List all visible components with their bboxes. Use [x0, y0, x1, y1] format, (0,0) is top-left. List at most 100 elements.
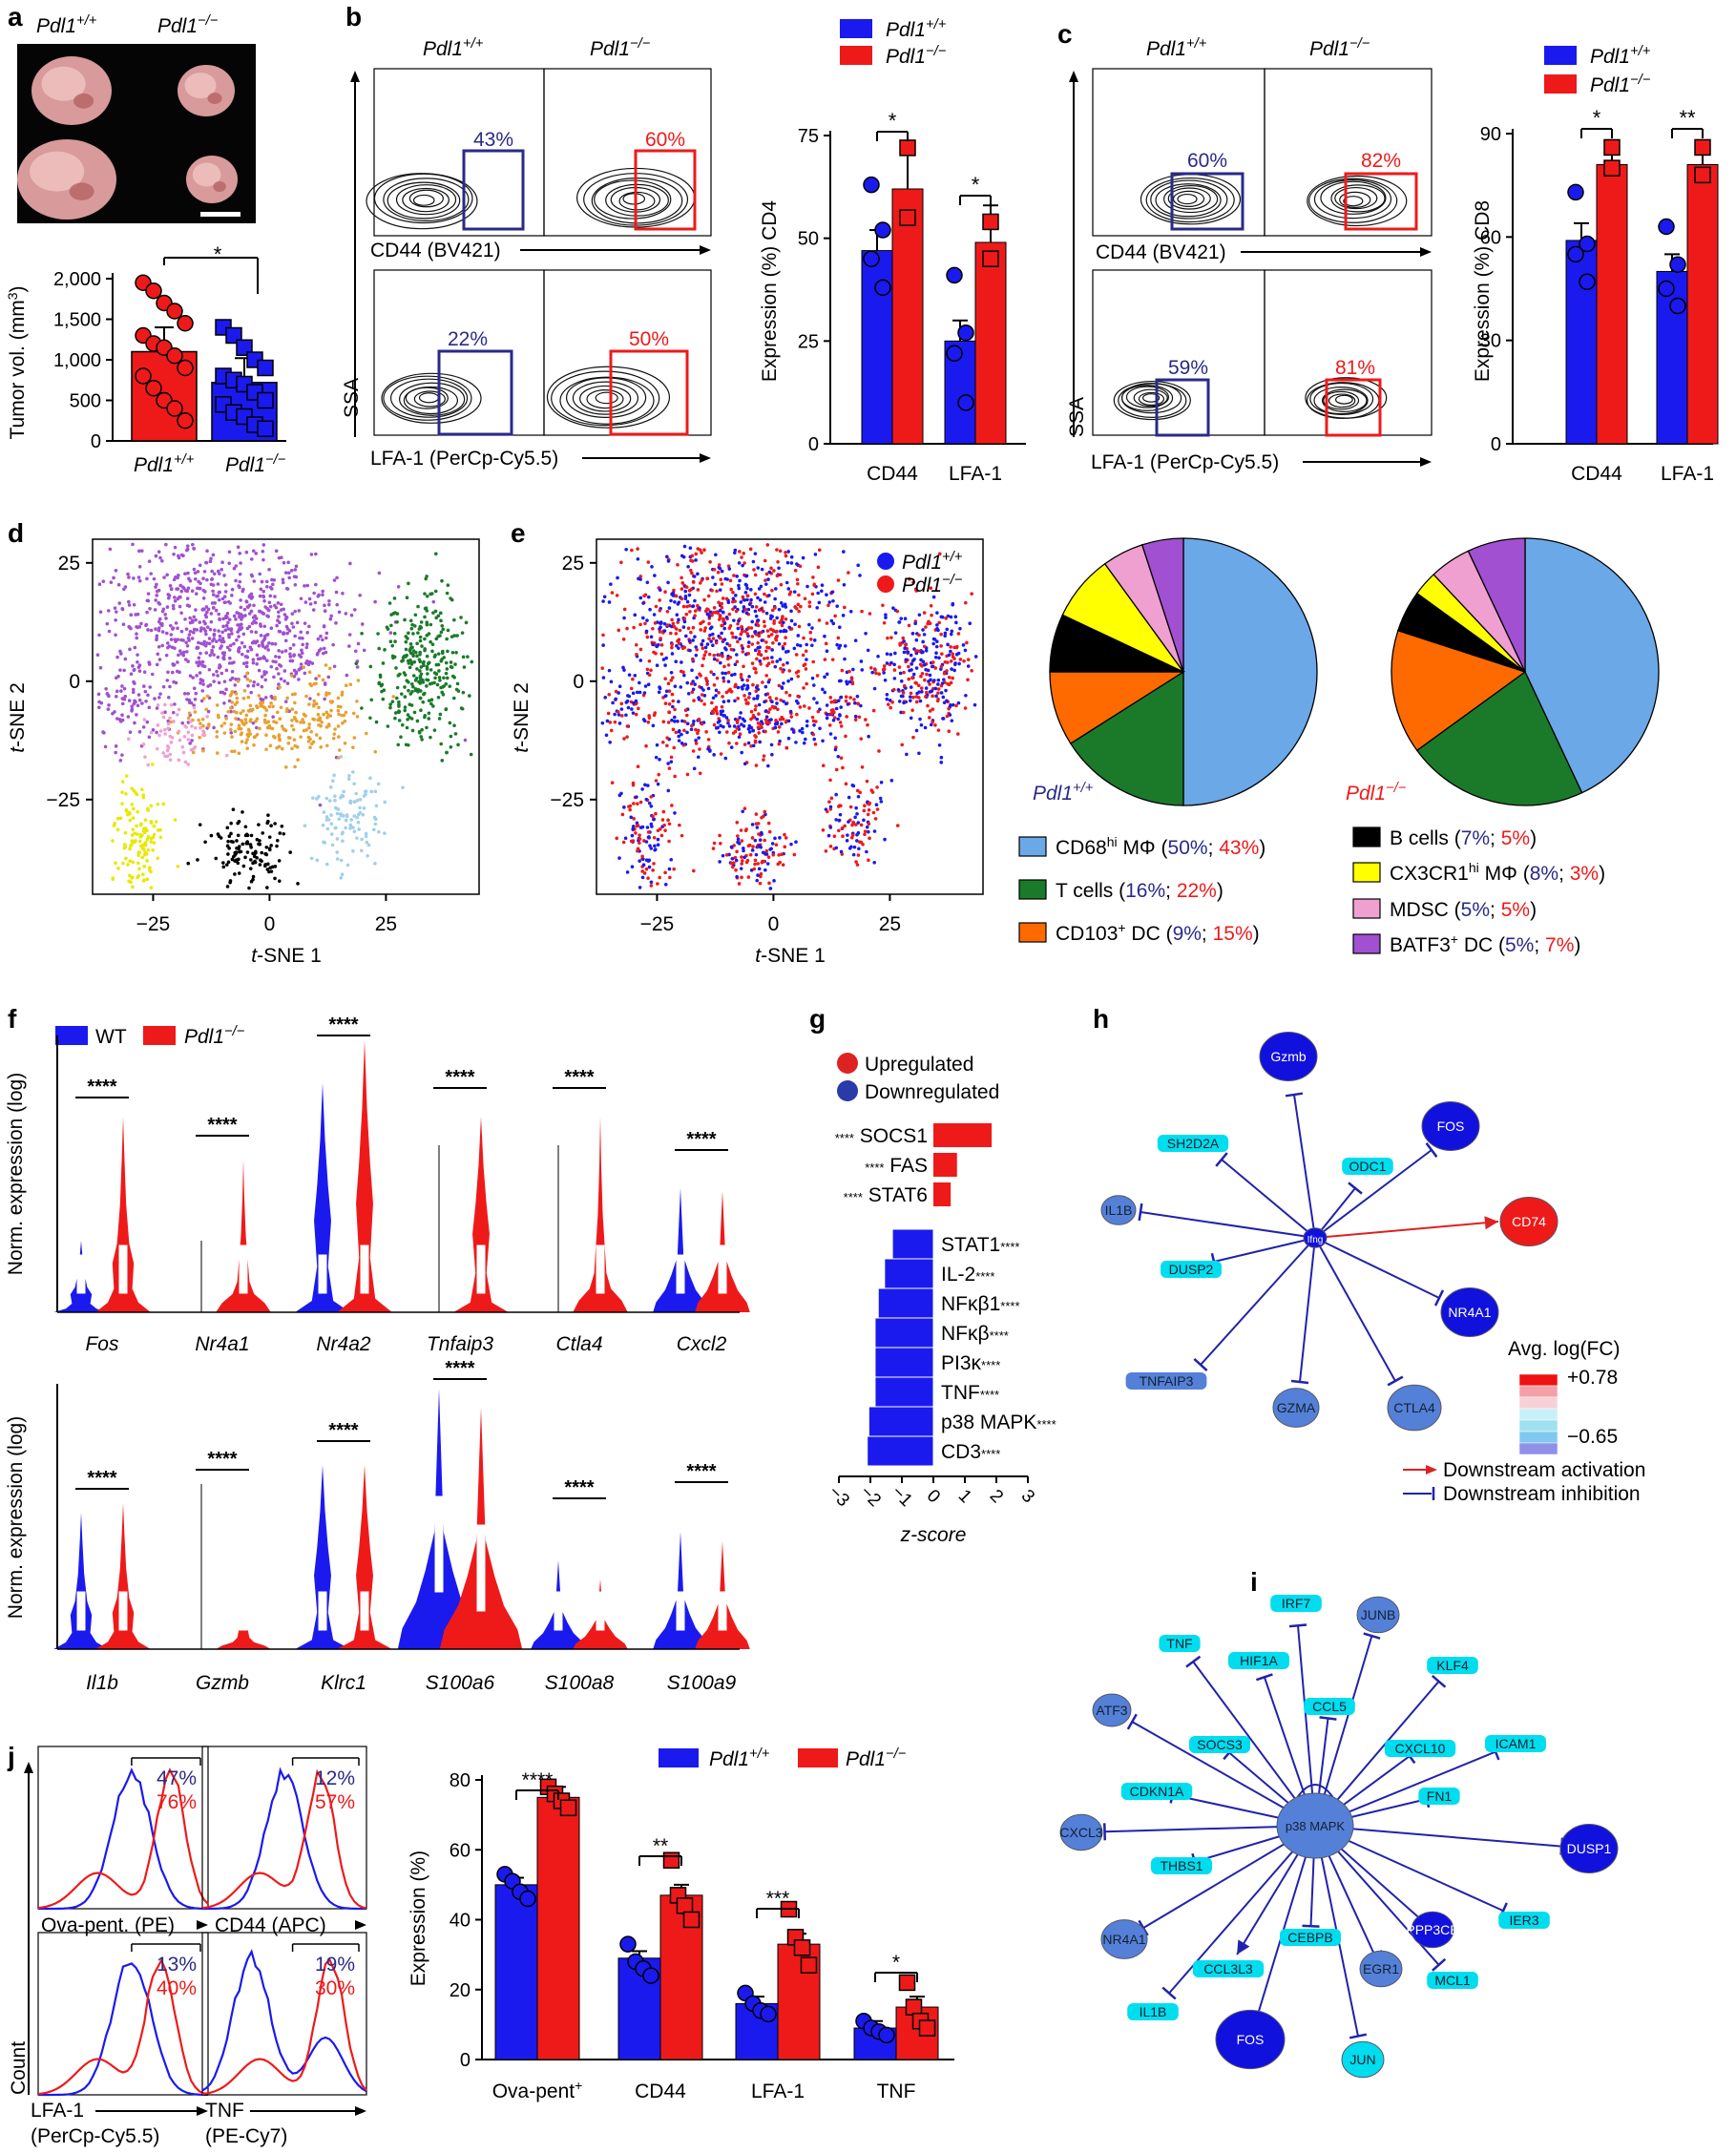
tsne-point: [798, 564, 803, 569]
x-tick-label: Ova-pent+: [492, 2078, 583, 2102]
tsne-point: [164, 617, 168, 620]
network-node: [1427, 1972, 1478, 1989]
tsne-point: [649, 795, 654, 799]
tsne-point: [377, 829, 381, 834]
tsne-point: [290, 612, 295, 616]
tsne-point: [688, 568, 693, 573]
legend-swatch: [1352, 826, 1381, 847]
tsne-point: [941, 717, 945, 721]
tsne-point: [935, 639, 939, 644]
tsne-point: [248, 732, 253, 736]
legend-sup: +: [1451, 931, 1458, 947]
tsne-point: [122, 843, 127, 847]
tsne-point: [790, 727, 794, 731]
tsne-point: [122, 668, 126, 673]
tsne-point: [279, 608, 283, 612]
tsne-point: [839, 705, 844, 709]
tsne-point: [750, 836, 755, 840]
tsne-point: [373, 789, 378, 794]
tsne-point: [128, 730, 133, 734]
tsne-point: [418, 635, 423, 639]
tsne-point: [643, 593, 648, 597]
tsne-point: [680, 575, 683, 580]
data-point: [682, 1911, 701, 1929]
tsne-point: [192, 546, 196, 551]
tsne-point: [186, 692, 191, 696]
tsne-point: [936, 728, 941, 732]
network-edge: [1314, 1237, 1396, 1382]
y-axis-label: Expression (%) CD4: [759, 200, 781, 383]
tsne-point: [826, 833, 831, 838]
tsne-point: [803, 704, 806, 708]
tsne-point: [733, 699, 737, 703]
tsne-point: [337, 748, 342, 752]
tsne-point: [432, 655, 437, 659]
tsne-point: [795, 642, 800, 647]
inhibition-bar: [1193, 1358, 1208, 1371]
network-node: [1418, 1788, 1460, 1805]
tsne-point: [423, 648, 427, 653]
flow-contour: [405, 387, 449, 409]
violin: [295, 1083, 350, 1312]
tsne-point: [277, 655, 282, 659]
tsne-point: [432, 680, 436, 685]
tsne-point: [281, 580, 285, 585]
tsne-point: [352, 800, 357, 804]
tsne-point: [200, 659, 205, 664]
node-label: IL1B: [1140, 2004, 1167, 2019]
tsne-point: [259, 634, 263, 638]
tsne-point: [647, 801, 652, 805]
legend-swatch: [1544, 46, 1577, 65]
inhibition-bar: [1349, 2033, 1368, 2039]
tsne-point: [951, 601, 955, 606]
tsne-point: [681, 604, 686, 609]
tsne-point: [273, 595, 277, 598]
tsne-point: [226, 627, 231, 631]
tsne-point: [322, 646, 326, 651]
inhibition-bar: [1255, 1673, 1273, 1682]
tsne-point: [777, 607, 782, 612]
legend-ko-pct: 3%: [1570, 863, 1599, 885]
tsne-point: [449, 660, 453, 664]
y-axis-label: t-SNE 2: [511, 682, 533, 753]
tsne-point: [865, 779, 869, 784]
tsne-point: [145, 720, 150, 724]
tsne-point: [667, 701, 672, 706]
tsne-point: [395, 685, 400, 690]
tsne-point: [307, 624, 311, 629]
network-edge: [1221, 1159, 1316, 1239]
tsne-point: [768, 847, 772, 851]
tsne-point: [241, 696, 246, 701]
tsne-point: [700, 699, 703, 702]
tsne-point: [815, 674, 820, 678]
tsne-point: [269, 869, 274, 873]
tsne-point: [786, 736, 791, 741]
tsne-point: [261, 638, 266, 642]
tsne-point: [798, 643, 803, 648]
tsne-point: [765, 543, 770, 547]
tsne-point: [427, 660, 431, 665]
tsne-point: [194, 725, 198, 730]
tsne-point: [727, 567, 732, 571]
tsne-point: [726, 718, 730, 722]
genotype-superscript: −/−: [198, 13, 219, 29]
tsne-point: [262, 705, 267, 710]
tsne-point: [130, 704, 135, 708]
tsne-point: [157, 733, 161, 738]
tsne-point: [903, 646, 907, 651]
tsne-point: [872, 829, 877, 833]
tsne-point: [228, 879, 233, 883]
genotype-base: Pdl1: [1033, 783, 1073, 805]
tsne-point: [121, 622, 126, 627]
tsne-point: [968, 621, 973, 626]
tsne-point: [914, 638, 919, 642]
flow-contour: [605, 183, 669, 217]
violin-box: [676, 1591, 685, 1631]
tsne-point: [137, 698, 142, 702]
tsne-point: [277, 682, 281, 686]
genotype-label: Pdl1−/−: [886, 44, 947, 68]
tsne-point: [749, 597, 753, 602]
tsne-point: [439, 685, 443, 690]
tsne-point: [781, 662, 785, 667]
tsne-point: [838, 812, 843, 817]
